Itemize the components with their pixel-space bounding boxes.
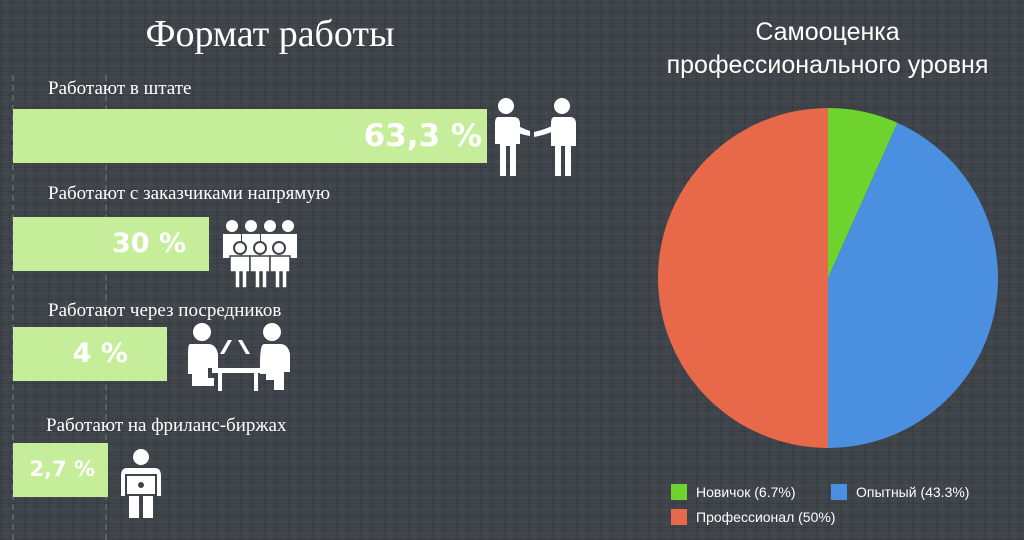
row-label-staff: Работают в штате [48, 78, 192, 99]
pie-slice-experienced [828, 122, 998, 448]
pie-slice-novice [828, 108, 898, 278]
row-label-direct: Работают с заказчиками напрямую [48, 183, 331, 204]
legend-swatch-novice [671, 484, 687, 500]
legend-label-professional: Профессионал (50%) [696, 509, 836, 525]
legend-label-novice: Новичок (6.7%) [696, 484, 796, 500]
laptop-user-icon [121, 449, 161, 518]
format-title: Формат работы [145, 13, 395, 55]
bar-freelance [13, 443, 108, 497]
legend-item-professional: Профессионал (50%) [671, 508, 835, 526]
row-label-freelance: Работают на фриланс-биржах [46, 415, 287, 436]
meeting-laptops-icon [188, 323, 290, 391]
pie-chart [658, 108, 998, 448]
bar-staff [13, 109, 487, 163]
self-assessment-title-line2: профессионального уровня [666, 51, 989, 79]
pie-slice-professional [658, 108, 828, 448]
bar-value-freelance: 2,7 % [29, 457, 95, 481]
legend-swatch-professional [671, 509, 687, 525]
bar-agents [13, 327, 167, 381]
guide-line-left [12, 75, 14, 540]
legend-swatch-experienced [831, 484, 847, 500]
guide-line-mid [105, 75, 107, 540]
bar-direct [13, 217, 209, 271]
handshake-icon [495, 98, 576, 176]
self-assessment-title: Самооценка профессионального уровня [640, 16, 1015, 82]
legend-item-novice: Новичок (6.7%) [671, 483, 795, 501]
bar-value-direct: 30 % [111, 228, 186, 259]
row-label-agents: Работают через посредников [48, 300, 282, 321]
bar-value-agents: 4 % [72, 338, 128, 369]
legend-item-experienced: Опытный (43.3%) [831, 483, 969, 501]
bar-value-staff: 63,3 % [363, 118, 482, 154]
legend-label-experienced: Опытный (43.3%) [856, 484, 970, 500]
self-assessment-title-line1: Самооценка [755, 18, 900, 46]
group-icon [223, 220, 297, 289]
